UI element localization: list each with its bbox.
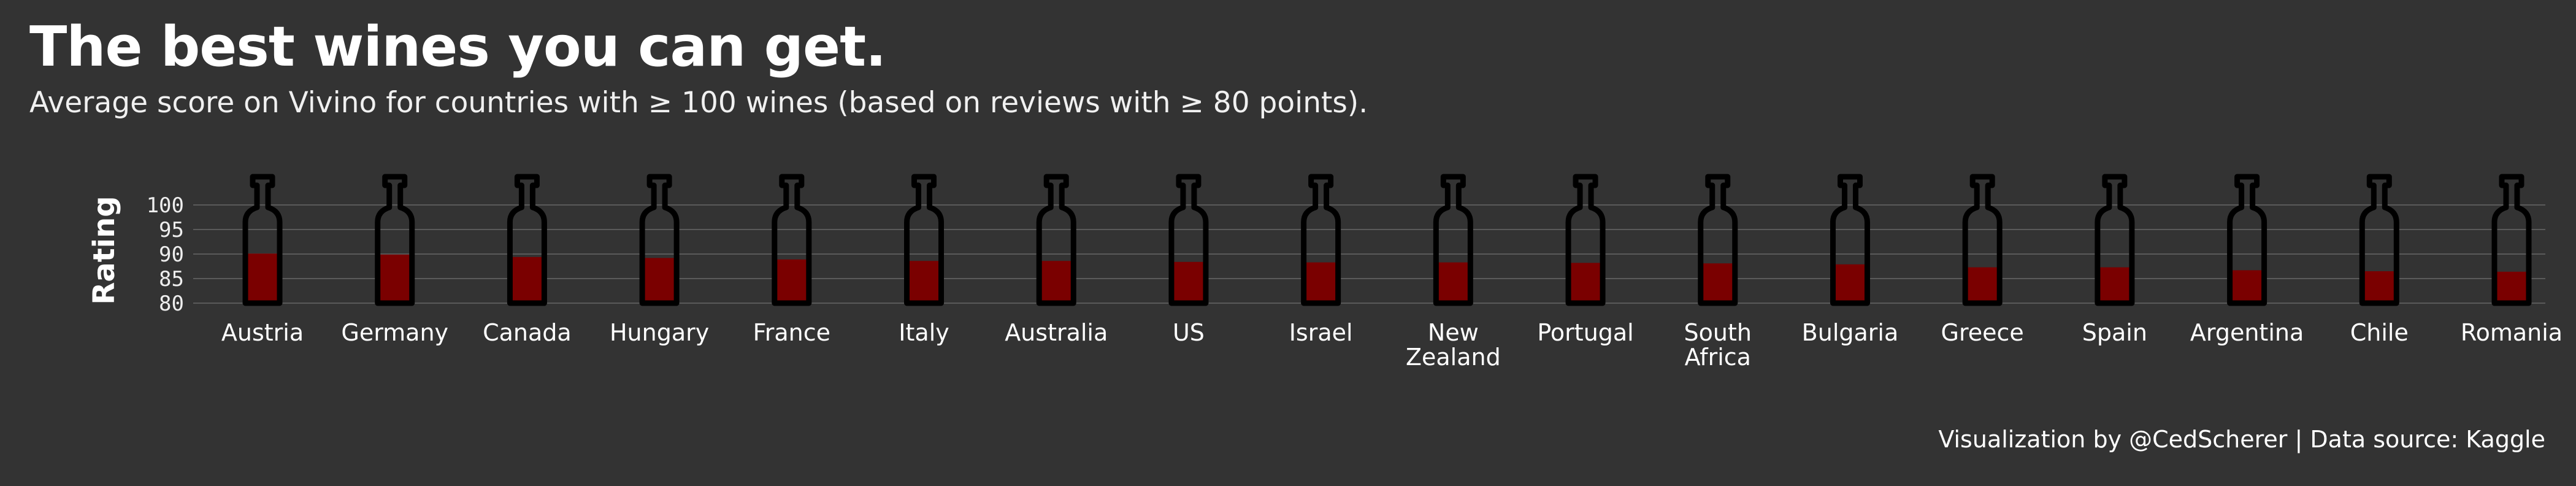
- x-category-label: Spain: [2082, 319, 2147, 346]
- bottle: [2359, 174, 2399, 306]
- y-tick-label: 85: [159, 267, 184, 291]
- x-category-label: New Zealand: [1406, 319, 1501, 371]
- x-category-label: Italy: [899, 319, 949, 346]
- y-tick-label: 80: [159, 291, 184, 316]
- wine-fill-bar: [1438, 262, 1469, 302]
- bottle: [1036, 174, 1076, 306]
- wine-fill-bar: [908, 261, 940, 302]
- x-category-label: South Africa: [1684, 319, 1752, 371]
- x-category-label: Argentina: [2190, 319, 2304, 346]
- x-category-label: Australia: [1005, 319, 1108, 346]
- bottle-outline: [1830, 174, 1870, 306]
- wine-fill-bar: [2496, 271, 2527, 302]
- chart-title: The best wines you can get.: [29, 15, 886, 79]
- bottle: [772, 174, 812, 306]
- x-category-label: Greece: [1941, 319, 2024, 346]
- bottle-outline: [2095, 174, 2135, 306]
- bottle: [1698, 174, 1738, 306]
- bottle-outline: [1168, 174, 1209, 306]
- wine-fill-bar: [247, 253, 278, 302]
- bottle: [1830, 174, 1870, 306]
- bottle-outline: [1036, 174, 1076, 306]
- bottle-outline: [1698, 174, 1738, 306]
- wine-fill-bar: [512, 256, 543, 302]
- bottle-outline: [2359, 174, 2399, 306]
- x-category-label: Chile: [2350, 319, 2409, 346]
- bottle: [375, 174, 415, 306]
- bottle-outline: [507, 174, 547, 306]
- bottle-outline: [375, 174, 415, 306]
- wine-fill-bar: [2099, 267, 2130, 302]
- chart-subtitle: Average score on Vivino for countries wi…: [29, 86, 1368, 120]
- wine-fill-bar: [2364, 271, 2395, 302]
- wine-fill-bar: [1173, 261, 1204, 302]
- y-tick-label: 100: [147, 193, 184, 218]
- bottle-outline: [639, 174, 680, 306]
- x-category-label: Austria: [221, 319, 304, 346]
- x-category-label: France: [753, 319, 830, 346]
- x-category-label: Bulgaria: [1802, 319, 1899, 346]
- bottle-outline: [2227, 174, 2267, 306]
- y-tick-label: 95: [159, 218, 184, 242]
- bottle-outline: [772, 174, 812, 306]
- y-tick-label: 90: [159, 242, 184, 267]
- bottle-outline: [904, 174, 945, 306]
- bottles: [242, 174, 2532, 306]
- bottle: [1168, 174, 1209, 306]
- y-axis-label: Rating: [87, 196, 121, 304]
- bottle: [242, 174, 283, 306]
- bottle-outline: [1962, 174, 2003, 306]
- bottle: [2095, 174, 2135, 306]
- bottle: [1962, 174, 2003, 306]
- x-category-label: Canada: [483, 319, 572, 346]
- bottle-outline: [242, 174, 283, 306]
- wine-fill-bar: [644, 258, 675, 302]
- bottle-outline: [2491, 174, 2532, 306]
- x-axis-categories: Austria Germany Canada Hungary France Italy Au…: [221, 319, 2563, 371]
- source-caption: Visualization by @CedScherer | Data sour…: [1938, 426, 2545, 453]
- x-category-label: Israel: [1289, 319, 1353, 346]
- wine-fill-bar: [2231, 270, 2263, 302]
- bottle: [2227, 174, 2267, 306]
- bottle: [639, 174, 680, 306]
- wine-fill-bar: [1041, 261, 1072, 302]
- bottle: [507, 174, 547, 306]
- wine-fill-bar: [1702, 263, 1733, 302]
- bottle: [1433, 174, 1473, 306]
- wine-fill-bar: [1570, 263, 1601, 302]
- wine-fill-bar: [1305, 262, 1336, 302]
- grid-lines: [193, 204, 2545, 304]
- bottle: [904, 174, 945, 306]
- wine-fill-bar: [1967, 267, 1998, 302]
- wine-fill-bar: [379, 254, 410, 302]
- x-category-label: Portugal: [1537, 319, 1633, 346]
- bottle: [1565, 174, 1606, 306]
- wine-fill-bar: [776, 259, 807, 302]
- x-category-label: Germany: [341, 319, 448, 346]
- x-category-label: Hungary: [610, 319, 709, 346]
- x-category-label: US: [1173, 319, 1205, 346]
- bottle-outline: [1565, 174, 1606, 306]
- bottle-outline: [1301, 174, 1341, 306]
- bottle-outline: [1433, 174, 1473, 306]
- bottle: [2491, 174, 2532, 306]
- bottle: [1301, 174, 1341, 306]
- wine-fill-bar: [1834, 264, 1866, 302]
- x-category-label: Romania: [2461, 319, 2563, 346]
